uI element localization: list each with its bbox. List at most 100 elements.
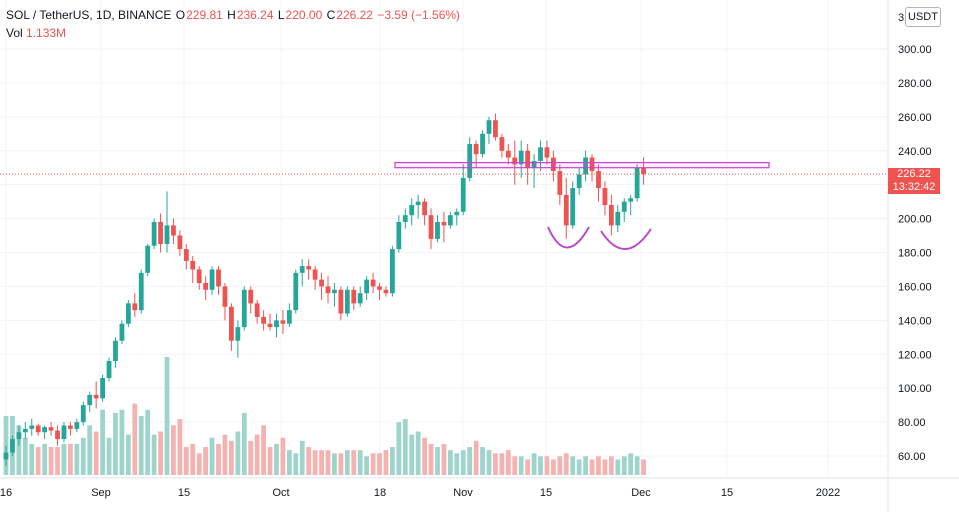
volume-bar (325, 450, 331, 475)
candle-body (505, 150, 511, 158)
volume-bar (473, 440, 479, 475)
candle-body (441, 221, 447, 226)
candle-body (3, 452, 9, 460)
candle-body (396, 221, 402, 250)
volume-bar (164, 357, 170, 475)
candle-body (151, 221, 157, 246)
candle-body (261, 316, 266, 324)
candle-body (493, 120, 498, 138)
volume-bar (563, 453, 569, 475)
volume-value: 1.133M (26, 26, 67, 40)
volume-bar (22, 437, 28, 475)
candle-body (589, 157, 595, 172)
volume-bar (171, 425, 176, 475)
x-tick-label: Oct (272, 487, 289, 499)
volume-bar (428, 443, 434, 475)
candle-body (570, 188, 576, 226)
volume-bar (396, 422, 402, 475)
candle-body (216, 269, 221, 287)
double-bottom-arc-left (547, 226, 590, 249)
x-tick-label: 16 (0, 487, 12, 499)
volume-bar (55, 447, 60, 475)
candle-body (119, 323, 125, 341)
volume-bar (48, 447, 54, 475)
candle-body (29, 425, 35, 429)
volume-bar (602, 459, 608, 475)
candle-body (177, 235, 183, 250)
candle-body (16, 432, 22, 440)
candle-body (454, 211, 460, 216)
x-tick-label: Nov (453, 487, 473, 499)
volume-bar (615, 459, 621, 475)
candle-body (286, 310, 292, 324)
candle-body (583, 157, 588, 175)
last-price-value: 226.22 (897, 168, 931, 180)
candle-body (473, 143, 479, 155)
candle-body (267, 323, 273, 328)
candle-body (10, 439, 15, 453)
volume-bar (576, 459, 582, 475)
candle-body (293, 272, 299, 311)
volume-bar (621, 456, 627, 475)
volume-bar (493, 453, 498, 475)
currency-button[interactable]: USDT (905, 7, 941, 27)
y-tick-label: 60.00 (898, 451, 926, 463)
volume-bar (299, 440, 305, 475)
volume-bar (229, 440, 234, 475)
volume-bar (113, 412, 118, 475)
candle-body (183, 249, 189, 261)
candle-body (551, 157, 556, 172)
candle-body (435, 221, 440, 239)
volume-bar (634, 456, 640, 475)
candle-body (306, 266, 312, 270)
candle-body (409, 205, 415, 216)
candle-body (138, 272, 144, 311)
resistance-zone (394, 162, 770, 169)
candle-body (512, 157, 518, 165)
volume-bar (390, 447, 395, 475)
candle-body (563, 194, 569, 226)
candle-body (106, 361, 112, 378)
candle-body (145, 245, 151, 273)
candle-body (190, 260, 196, 270)
candle-body (338, 289, 344, 314)
candle-body (61, 425, 67, 440)
candle-body (254, 303, 260, 317)
volume-bar (486, 450, 492, 475)
volume-bar (293, 453, 299, 475)
candle-body (325, 286, 331, 294)
volume-bar (248, 440, 254, 475)
volume-bar (499, 453, 505, 475)
volume-bar (383, 450, 389, 475)
candle-body (42, 427, 48, 433)
volume-bar (35, 447, 41, 475)
volume-bar (16, 425, 22, 475)
volume-bar (190, 443, 196, 475)
volume-bar (235, 431, 241, 475)
volume-bar (119, 409, 125, 475)
candle-body (357, 293, 363, 304)
volume-bar (377, 453, 382, 475)
volume-bar (216, 443, 221, 475)
volume-bar (222, 434, 228, 475)
candle-body (480, 133, 485, 155)
volume-bar (338, 453, 344, 475)
volume-bar (441, 443, 447, 475)
volume-bar (409, 434, 415, 475)
x-tick-label: 15 (721, 487, 733, 499)
high-label: H (227, 8, 236, 22)
candle-body (100, 377, 105, 399)
volume-bar (422, 437, 427, 475)
volume-bar (274, 443, 279, 475)
candle-body (467, 143, 473, 178)
candle-body (402, 215, 408, 222)
volume-bar (29, 443, 35, 475)
candle-body (351, 289, 357, 304)
x-tick-label: 15 (178, 487, 190, 499)
volume-bar (480, 447, 485, 475)
volume-bar (319, 450, 324, 475)
candle-body (74, 422, 80, 429)
volume-bar (145, 409, 151, 475)
candle-body (377, 286, 382, 290)
